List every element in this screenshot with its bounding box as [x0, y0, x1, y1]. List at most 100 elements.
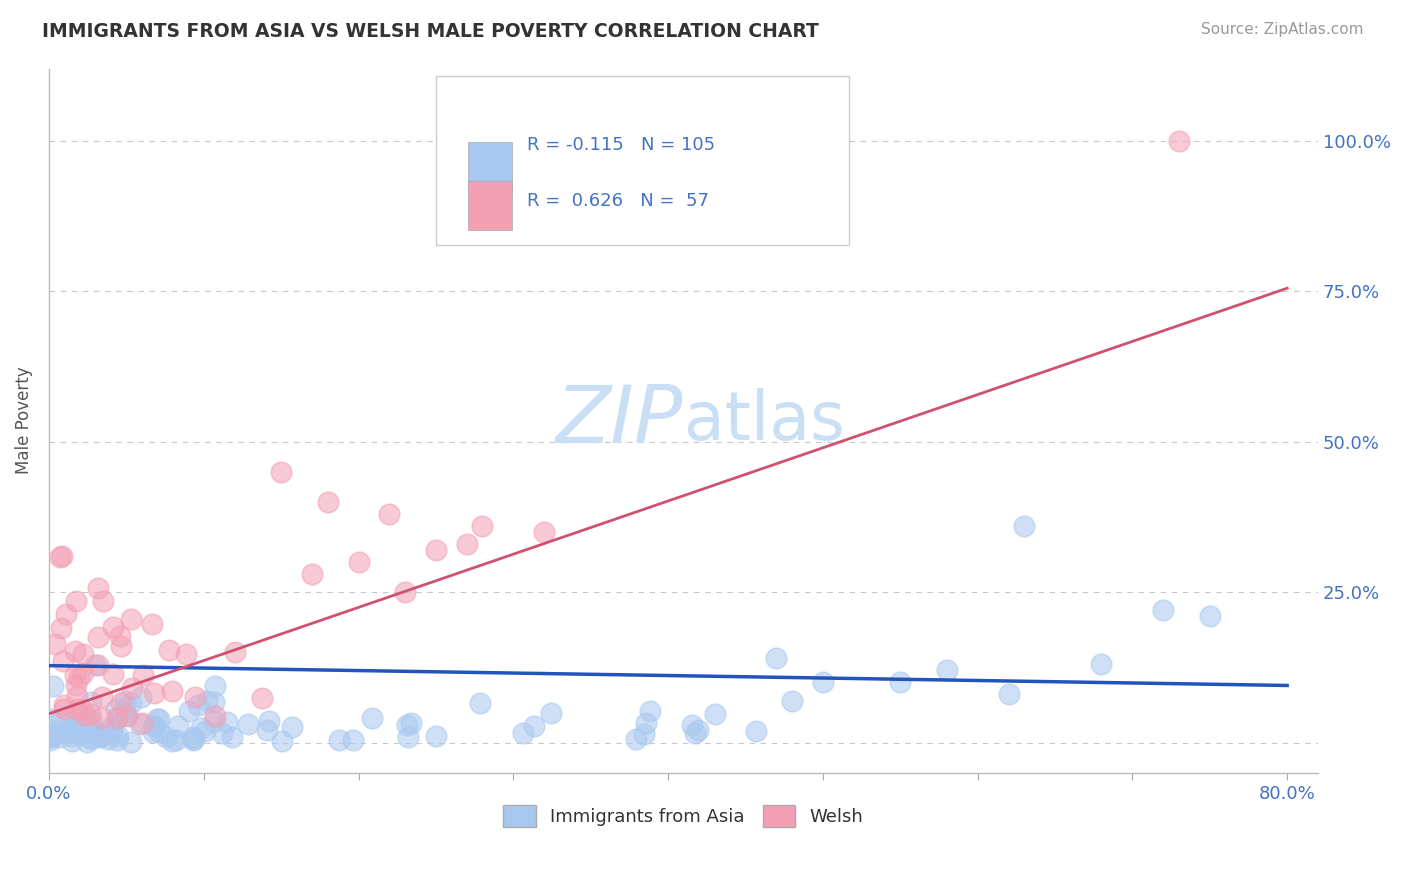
Point: [456, 537, 478, 551]
Point: [280, 720, 302, 734]
Point: [55, 607, 77, 621]
Point: [160, 683, 183, 698]
Point: [105, 710, 128, 724]
Point: [174, 647, 197, 661]
Point: [1198, 609, 1220, 624]
Point: [91, 728, 114, 742]
Point: [683, 726, 706, 740]
Point: [204, 679, 226, 693]
Point: [704, 707, 727, 722]
Point: [396, 730, 419, 744]
Point: [65, 678, 87, 692]
Point: [250, 690, 273, 705]
Point: [80, 695, 103, 709]
Point: [65, 594, 87, 608]
Point: [72, 723, 94, 738]
Point: [633, 727, 655, 741]
Point: [270, 465, 292, 479]
Point: [142, 724, 165, 739]
Point: [107, 730, 129, 744]
Point: [425, 543, 447, 558]
Point: [394, 585, 416, 599]
Point: [468, 696, 491, 710]
Point: [540, 706, 562, 720]
Point: [100, 723, 122, 738]
Point: [166, 733, 188, 747]
Point: [347, 555, 370, 569]
Point: [79, 730, 101, 744]
Point: [1012, 519, 1035, 533]
Point: [399, 715, 422, 730]
Point: [145, 713, 167, 727]
Text: IMMIGRANTS FROM ASIA VS WELSH MALE POVERTY CORRELATION CHART: IMMIGRANTS FROM ASIA VS WELSH MALE POVER…: [42, 22, 820, 41]
Point: [184, 690, 207, 704]
Point: [42, 728, 65, 742]
Point: [780, 693, 803, 707]
Point: [811, 675, 834, 690]
Point: [115, 708, 138, 723]
Point: [108, 629, 131, 643]
Point: [681, 718, 703, 732]
Point: [131, 668, 153, 682]
Point: [60, 720, 83, 734]
Point: [72, 648, 94, 662]
Point: [105, 702, 128, 716]
Point: [221, 731, 243, 745]
Point: [49, 730, 72, 744]
Point: [131, 716, 153, 731]
Point: [67, 670, 90, 684]
Point: [195, 694, 218, 708]
Point: [129, 717, 152, 731]
Point: [129, 690, 152, 705]
Point: [72, 666, 94, 681]
Point: [49, 550, 72, 565]
Point: [90, 729, 112, 743]
Point: [63, 644, 86, 658]
Point: [236, 717, 259, 731]
Point: [360, 710, 382, 724]
Point: [181, 733, 204, 747]
Point: [59, 725, 82, 739]
Point: [533, 524, 555, 539]
Point: [120, 735, 142, 749]
Point: [97, 731, 120, 746]
Point: [76, 735, 98, 749]
Point: [70, 727, 93, 741]
FancyBboxPatch shape: [468, 143, 512, 192]
Point: [42, 679, 65, 693]
Legend: Immigrants from Asia, Welsh: Immigrants from Asia, Welsh: [496, 797, 870, 834]
Point: [80, 714, 103, 728]
Point: [204, 714, 226, 729]
Point: [91, 690, 114, 705]
Point: [120, 612, 142, 626]
Point: [39, 733, 62, 747]
Point: [45, 723, 67, 738]
Point: [638, 704, 661, 718]
Point: [49, 621, 72, 635]
Point: [183, 731, 205, 746]
Point: [110, 696, 132, 710]
Point: [72, 702, 94, 716]
Point: [103, 667, 125, 681]
Point: [66, 689, 89, 703]
Point: [52, 702, 75, 716]
Point: [69, 711, 91, 725]
Text: ZIP: ZIP: [557, 382, 683, 459]
Point: [224, 645, 246, 659]
Point: [89, 731, 111, 745]
Point: [115, 707, 138, 722]
Point: [60, 734, 83, 748]
Point: [211, 726, 233, 740]
Point: [75, 707, 97, 722]
Point: [395, 717, 418, 731]
Point: [93, 594, 115, 608]
Point: [889, 675, 911, 690]
Point: [91, 711, 114, 725]
Point: [523, 719, 546, 733]
Point: [60, 729, 83, 743]
Point: [512, 726, 534, 740]
Point: [148, 713, 170, 727]
Text: R =  0.626   N =  57: R = 0.626 N = 57: [527, 192, 710, 210]
Point: [66, 702, 89, 716]
Point: [51, 549, 73, 563]
